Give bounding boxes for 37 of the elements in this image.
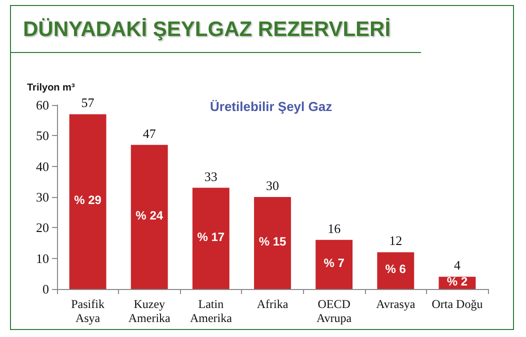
bar <box>316 240 353 289</box>
annotation: % 24 <box>136 208 164 222</box>
data-label: 47 <box>142 126 156 141</box>
annotation: % 6 <box>385 262 406 276</box>
bar <box>192 188 230 289</box>
annotation: % 17 <box>197 230 225 244</box>
annotation: % 7 <box>324 256 345 270</box>
bar <box>377 252 414 289</box>
y-axis-title: Trilyon m³ <box>27 82 76 94</box>
data-label: 33 <box>204 168 218 184</box>
chart-subtitle: Üretilebilir Şeyl Gaz <box>210 99 333 114</box>
annotation: % 2 <box>446 274 468 288</box>
data-label: 57 <box>81 95 95 110</box>
bar <box>254 197 291 289</box>
annotation: % 15 <box>258 234 286 248</box>
data-label: 16 <box>328 220 342 236</box>
y-tick-label: 40 <box>36 158 49 174</box>
bar <box>69 114 106 289</box>
x-tick-label: Pasifik Asya <box>71 297 104 325</box>
y-tick-label: 10 <box>36 250 49 266</box>
y-tick-label: 60 <box>36 98 49 112</box>
chart-title: DÜNYADAKİ ŞEYLGAZ REZERVLERİ <box>23 18 391 41</box>
x-tick-label: Afrika <box>256 297 289 311</box>
y-tick-label: 0 <box>42 282 49 296</box>
x-tick-label: OECD Avrupa <box>316 297 352 325</box>
y-tick-label: 20 <box>36 220 49 236</box>
x-tick-label: Kuzey Amerika <box>128 297 172 325</box>
y-tick-label: 50 <box>36 128 49 144</box>
data-label: 12 <box>389 233 402 248</box>
x-tick-label: Avrasya <box>376 297 416 311</box>
data-label: 4 <box>454 258 461 273</box>
x-tick-label: Latin Amerika <box>190 297 233 325</box>
x-tick-label: Orta Doğu <box>432 297 483 311</box>
y-tick-label: 30 <box>36 190 49 204</box>
data-label: 30 <box>266 178 279 193</box>
bar <box>130 144 168 289</box>
annotation: % 29 <box>74 193 102 208</box>
